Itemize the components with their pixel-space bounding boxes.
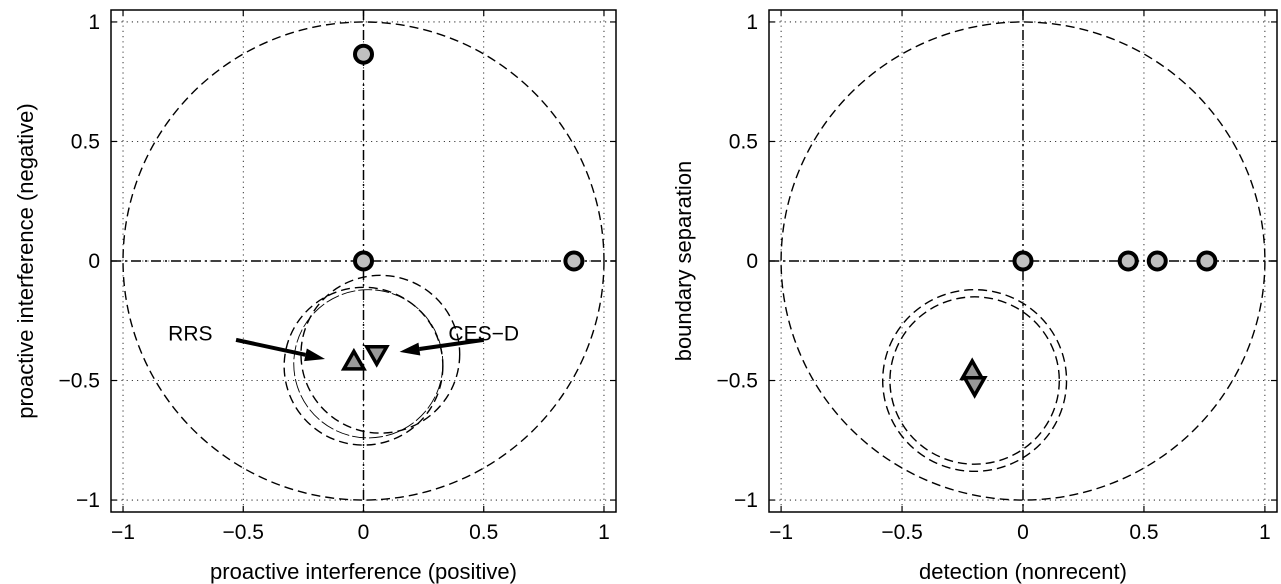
x-axis-label: detection (nonrecent) (919, 559, 1127, 584)
y-tick-label: −0.5 (59, 370, 100, 393)
x-tick-label: −1 (111, 521, 135, 544)
data-point-triangle-down (363, 344, 390, 368)
y-tick-label: −1 (76, 489, 100, 512)
data-point-circle (563, 250, 585, 272)
annotation-arrow-head (399, 342, 421, 356)
data-point-circle (1012, 250, 1034, 272)
x-tick-label: −0.5 (881, 521, 922, 544)
y-axis-label: proactive interference (negative) (13, 103, 38, 419)
reference-circle (293, 289, 444, 439)
data-point-circle (1146, 250, 1168, 272)
data-point-circle (1117, 250, 1139, 272)
left-chart-panel: −1 −0.5 0 0.5 1 −1 −0.5 0 0.5 1 proactive interfer… (13, 9, 617, 584)
y-tick-label: 0 (88, 250, 100, 273)
annotation-label: CES−D (448, 323, 519, 346)
reference-circle (122, 21, 605, 501)
x-tick-label: −1 (769, 521, 793, 544)
annotation-arrow-head (304, 348, 326, 362)
data-point-triangle-up (340, 347, 367, 371)
reference-circle (300, 274, 461, 434)
right-chart-panel: −1 −0.5 0 0.5 1 −1 −0.5 0 0.5 1 detection (nonrece… (671, 9, 1278, 584)
y-tick-label: 0 (746, 250, 758, 273)
x-tick-label: 0.5 (1129, 521, 1158, 544)
data-point-triangle-down (961, 376, 988, 399)
x-tick-label: 0.5 (469, 521, 498, 544)
x-axis-label: proactive interference (positive) (210, 559, 517, 584)
y-tick-label: −1 (734, 489, 758, 512)
data-point-circle (353, 43, 374, 65)
data-point-triangle-up (959, 357, 986, 381)
y-tick-label: 1 (88, 11, 100, 34)
y-tick-label: −0.5 (717, 370, 758, 393)
annotation-arrow-shaft (235, 337, 306, 357)
x-tick-label: 1 (1259, 521, 1271, 544)
y-axis-label: boundary separation (671, 161, 696, 362)
annotation-arrow-shaft (419, 337, 485, 352)
y-tick-label: 1 (746, 11, 758, 34)
data-point-circle (353, 250, 374, 272)
y-tick-label: 0.5 (71, 130, 100, 153)
reference-circle (889, 296, 1060, 465)
x-tick-label: 0 (1017, 521, 1029, 544)
y-tick-label: 0.5 (729, 130, 758, 153)
x-tick-label: 0 (358, 521, 370, 544)
reference-circle (881, 288, 1068, 473)
data-point-circle (1196, 250, 1218, 272)
x-tick-label: 1 (598, 521, 610, 544)
x-tick-label: −0.5 (223, 521, 264, 544)
annotation-label: RRS (168, 323, 212, 346)
